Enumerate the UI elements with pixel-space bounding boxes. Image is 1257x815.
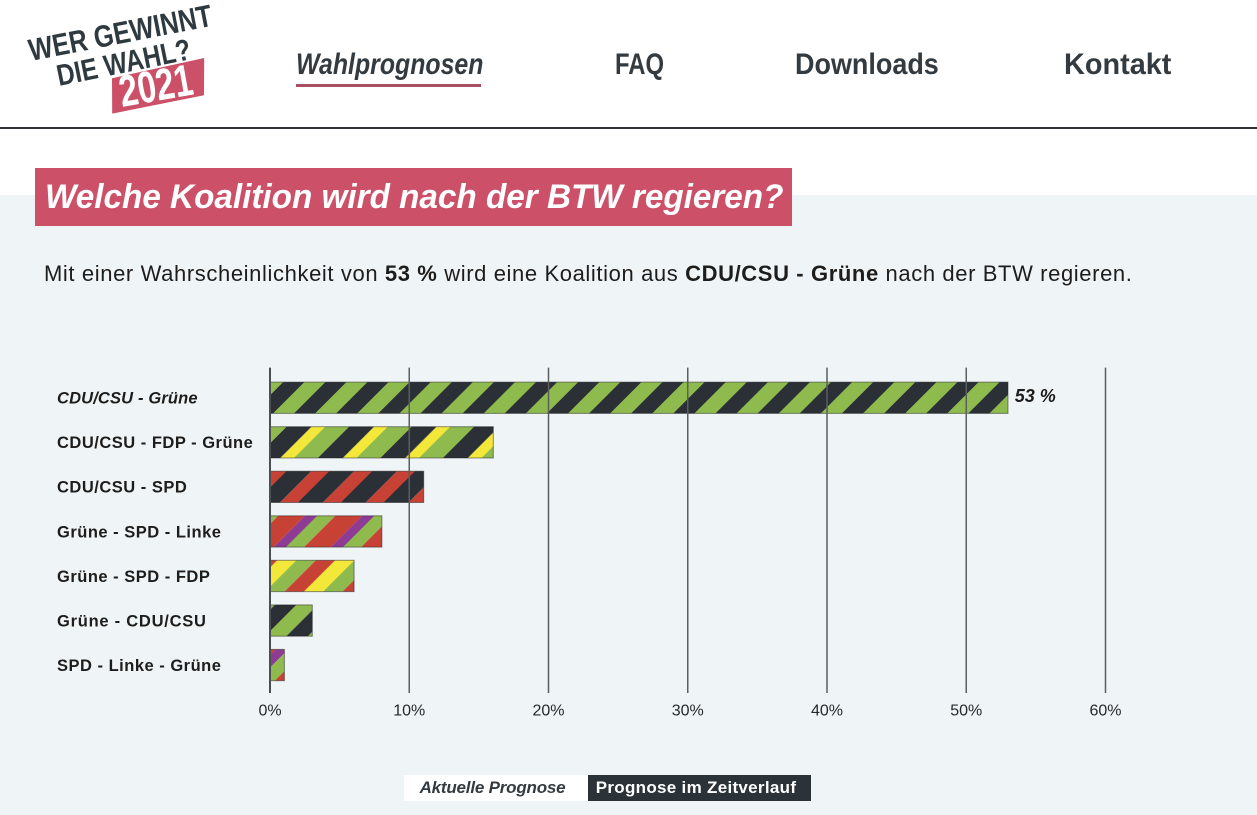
svg-text:30%: 30%	[672, 702, 704, 719]
svg-text:20%: 20%	[532, 702, 564, 719]
svg-text:Grüne - CDU/CSU: Grüne - CDU/CSU	[57, 612, 207, 630]
svg-text:60%: 60%	[1089, 702, 1121, 719]
svg-text:SPD - Linke - Grüne: SPD - Linke - Grüne	[57, 657, 221, 675]
svg-text:CDU/CSU - Grüne: CDU/CSU - Grüne	[57, 390, 198, 408]
svg-text:Grüne - SPD - FDP: Grüne - SPD - FDP	[57, 568, 210, 586]
svg-text:53 %: 53 %	[1015, 386, 1056, 406]
svg-text:CDU/CSU - SPD: CDU/CSU - SPD	[57, 479, 187, 497]
svg-text:CDU/CSU - FDP - Grüne: CDU/CSU - FDP - Grüne	[57, 434, 253, 452]
svg-text:10%: 10%	[393, 702, 425, 719]
svg-text:Grüne - SPD - Linke: Grüne - SPD - Linke	[57, 523, 221, 541]
svg-text:40%: 40%	[811, 702, 843, 719]
svg-text:50%: 50%	[950, 702, 982, 719]
svg-text:0%: 0%	[258, 702, 281, 719]
